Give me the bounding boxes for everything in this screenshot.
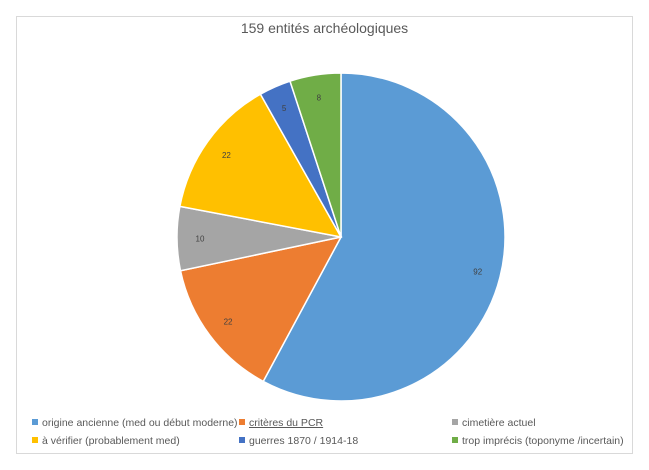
legend-swatch [239,419,245,426]
pie-slice-5 [289,72,342,238]
legend-swatch [452,437,458,444]
legend-item-a-verifier: à vérifier (probablement med) [32,435,180,448]
legend-item-trop-imprecis: trop imprécis (toponyme /incertain) [452,435,624,448]
pie-slice-1 [179,235,343,383]
data-label-0: 92 [473,267,482,276]
legend-label: cimetière actuel [462,417,536,429]
legend-item-origine-ancienne: origine ancienne (med ou début moderne) [32,417,238,430]
legend-swatch [452,419,458,426]
data-label-2: 10 [196,234,205,243]
data-label-3: 22 [222,151,231,160]
legend-label: trop imprécis (toponyme /incertain) [462,435,624,447]
legend-swatch [32,419,38,426]
legend-label: à vérifier (probablement med) [42,435,180,447]
legend-swatch [32,437,38,444]
legend-item-cimetiere-actuel: cimetière actuel [452,417,536,430]
legend-swatch [239,437,245,444]
data-label-1: 22 [224,317,233,326]
chart-title: 159 entités archéologiques [240,20,409,36]
pie-data-labels: 92 22 10 22 5 8 [196,94,483,327]
legend-item-criteres-pcr: critères du PCR [239,417,323,430]
pie-slice-3 [179,93,343,239]
pie-slice-0 [262,72,506,402]
pie-slices [176,72,506,402]
legend: origine ancienne (med ou début moderne) … [0,415,649,460]
legend-item-guerres: guerres 1870 / 1914-18 [239,435,358,448]
data-label-5: 8 [317,94,322,103]
legend-label: origine ancienne (med ou début moderne) [42,417,238,429]
legend-label: critères du PCR [249,417,324,429]
data-label-4: 5 [282,104,287,113]
legend-label: guerres 1870 / 1914-18 [249,435,359,447]
